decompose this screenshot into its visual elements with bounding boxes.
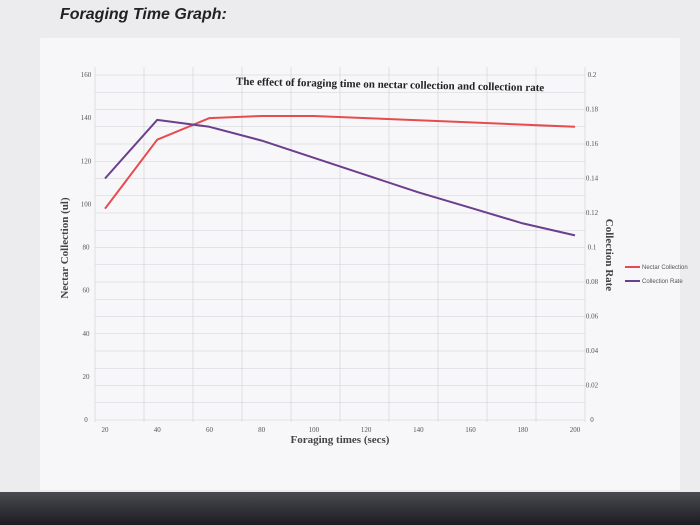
y2-tick-label: 0.06 [586, 313, 599, 321]
x-tick-label: 80 [258, 426, 266, 434]
y2-tick-label: 0.2 [588, 71, 597, 79]
y-tick-label: 160 [81, 71, 92, 79]
y-tick-label: 100 [81, 200, 92, 208]
grid [94, 67, 586, 422]
y-axis-ticks: 0 20 40 60 80 100 120 140 160 [81, 71, 92, 424]
x-tick-label: 120 [361, 426, 372, 434]
y-tick-label: 140 [81, 114, 92, 122]
y2-tick-label: 0.1 [588, 244, 597, 252]
x-tick-label: 140 [413, 426, 424, 434]
x-tick-label: 60 [206, 426, 214, 434]
x-tick-label: 100 [309, 426, 320, 434]
x-axis-title: Foraging times (secs) [291, 434, 390, 446]
y-tick-label: 120 [81, 157, 92, 165]
y-tick-label: 40 [83, 330, 91, 338]
legend-label: Nectar Collection [642, 265, 688, 271]
series-line-1 [104, 115, 576, 210]
series-line-2 [104, 118, 576, 237]
y-tick-label: 60 [83, 287, 91, 295]
x-tick-label: 160 [465, 426, 476, 434]
y2-tick-label: 0.16 [586, 140, 599, 148]
y-axis-title: Nectar Collection (ul) [59, 197, 71, 299]
y2-tick-label: 0.14 [586, 175, 599, 183]
y2-axis-title: Collection Rate [603, 219, 615, 292]
y2-tick-label: 0.02 [586, 382, 599, 390]
y-tick-label: 0 [84, 416, 88, 424]
y2-tick-label: 0.04 [586, 347, 599, 355]
y2-tick-label: 0 [590, 416, 594, 424]
legend-label: Collection Rate [642, 279, 683, 285]
x-tick-label: 180 [518, 426, 529, 434]
legend: Nectar Collection Collection Rate [625, 265, 688, 285]
y2-tick-label: 0.08 [586, 278, 599, 286]
x-tick-label: 40 [154, 426, 162, 434]
x-tick-label: 200 [570, 426, 581, 434]
x-axis-ticks: 20 40 60 80 100 120 140 160 180 200 [102, 426, 581, 434]
x-tick-label: 20 [102, 426, 110, 434]
chart-title: The effect of foraging time on nectar co… [236, 76, 545, 94]
series-lines [104, 115, 576, 237]
bottom-bar [0, 492, 700, 525]
y2-tick-label: 0.12 [586, 209, 599, 217]
y2-axis-ticks: 0 0.02 0.04 0.06 0.08 0.1 0.12 0.14 0.16 0.18 0.2 [586, 71, 599, 424]
chart-screen [40, 38, 680, 490]
y2-tick-label: 0.18 [586, 106, 599, 114]
y-tick-label: 80 [83, 244, 91, 252]
y-tick-label: 20 [83, 373, 91, 381]
page-heading: Foraging Time Graph: [60, 6, 227, 23]
